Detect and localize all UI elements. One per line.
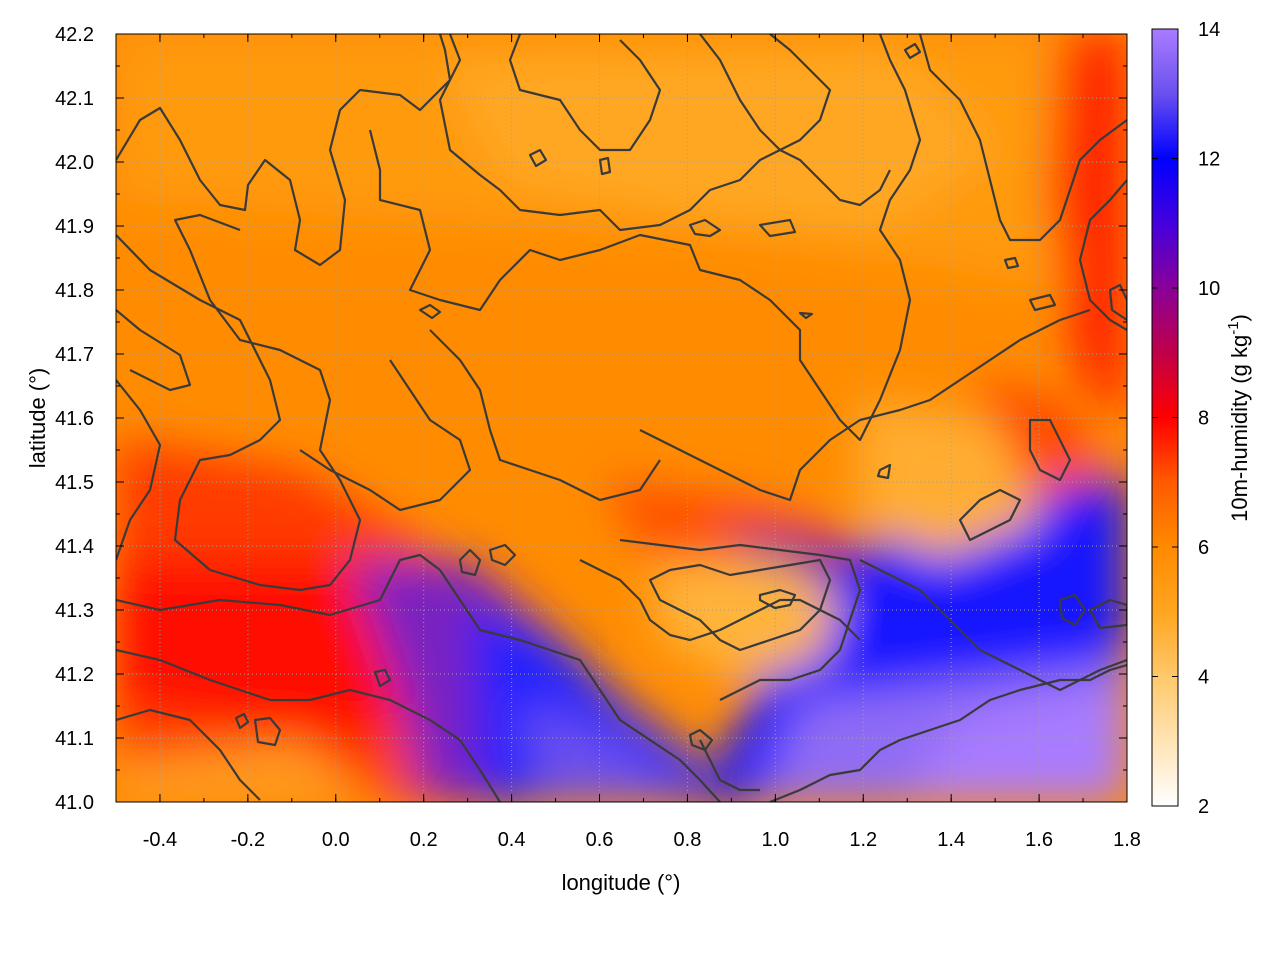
contour-line	[699, 34, 891, 207]
contour-line	[958, 488, 1022, 542]
contour-line	[598, 156, 612, 176]
contour-line	[116, 213, 362, 592]
colorbar-tick-label: 8	[1198, 408, 1209, 430]
contour-line	[876, 463, 892, 480]
y-tick-label: 41.5	[55, 472, 94, 494]
contour-line	[798, 311, 814, 320]
contour-line	[528, 148, 548, 168]
contour-line	[758, 588, 797, 610]
contour-line	[373, 668, 392, 688]
contour-line	[1078, 179, 1127, 331]
x-axis: -0.4 -0.2 0.0 0.2 0.4 0.6 0.8 1.0 1.2 1.4 1.6 1.8	[115, 34, 1141, 851]
contour-line	[918, 34, 1127, 242]
contour-line	[648, 558, 832, 652]
colorbar-tick-label: 6	[1198, 537, 1209, 559]
contour-line	[579, 559, 861, 642]
contour-line	[488, 543, 517, 567]
colorbar-tick-label: 4	[1198, 667, 1209, 689]
contour-line	[508, 34, 662, 152]
contour-line	[903, 42, 922, 60]
x-tick-label: 1.0	[761, 829, 789, 851]
x-tick-label: 0.4	[498, 829, 526, 851]
y-axis-label: latitude (°)	[25, 368, 50, 469]
contour-line	[116, 34, 452, 267]
colorbar-tick-label: 10	[1198, 278, 1220, 300]
y-tick-label: 41.1	[55, 728, 94, 750]
x-tick-label: 1.4	[937, 829, 965, 851]
contour-line	[1058, 593, 1087, 627]
humidity-field	[116, 34, 1127, 802]
contour-line	[458, 548, 482, 577]
contour-line	[699, 739, 760, 792]
contour-line	[1108, 283, 1127, 322]
y-tick-label: 41.9	[55, 216, 94, 238]
x-axis-label: longitude (°)	[562, 870, 681, 895]
contour-line	[253, 716, 282, 747]
contour-line	[116, 708, 261, 801]
x-tick-label: -0.2	[231, 829, 265, 851]
colorbar-tick-label: 12	[1198, 149, 1220, 171]
y-tick-label: 41.7	[55, 344, 94, 366]
x-tick-label: 1.8	[1113, 829, 1141, 851]
contour-line	[639, 308, 1091, 502]
contour-line	[368, 34, 922, 442]
field-regions	[116, 34, 1127, 802]
y-tick-label: 41.6	[55, 408, 94, 430]
contour-line	[438, 34, 832, 232]
contour-line	[769, 663, 1127, 802]
contour-line	[619, 538, 862, 701]
colorbar-ticks: 2 4 6 8 10 12 14	[1152, 19, 1220, 818]
colorbar-tick-label: 2	[1198, 796, 1209, 818]
y-tick-label: 41.0	[55, 792, 94, 814]
y-tick-label: 42.2	[55, 24, 94, 46]
x-tick-label: 0.0	[322, 829, 350, 851]
contour-line	[758, 218, 797, 238]
topography-contours	[116, 34, 1127, 802]
x-tick-label: 1.6	[1025, 829, 1053, 851]
contour-line	[418, 303, 442, 320]
contour-line	[1028, 293, 1057, 312]
x-tick-label: 0.6	[586, 829, 614, 851]
x-tick-label: 1.2	[849, 829, 877, 851]
contour-line	[116, 648, 501, 802]
y-tick-label: 41.8	[55, 280, 94, 302]
contour-line	[116, 309, 192, 392]
contour-line	[1003, 256, 1020, 270]
colorbar-label: 10m-humidity (g kg-1)	[1225, 314, 1252, 522]
contour-line	[1088, 598, 1127, 630]
contour-line	[688, 218, 722, 238]
contour-line	[859, 559, 1127, 692]
y-tick-label: 42.0	[55, 152, 94, 174]
contour-line	[1028, 418, 1072, 482]
contour-line	[299, 359, 472, 512]
contour-line	[116, 379, 162, 561]
y-tick-label: 41.3	[55, 600, 94, 622]
y-tick-label: 41.4	[55, 536, 94, 558]
contour-line	[688, 728, 714, 752]
y-tick-label: 42.1	[55, 88, 94, 110]
y-tick-label: 41.2	[55, 664, 94, 686]
x-tick-label: 0.2	[410, 829, 438, 851]
contour-line	[234, 712, 250, 730]
x-tick-label: 0.8	[674, 829, 702, 851]
contour-line	[429, 329, 661, 502]
x-tick-label: -0.4	[143, 829, 177, 851]
y-axis: 41.0 41.1 41.2 41.3 41.4 41.5 41.6 41.7 41.8 41.9…	[55, 24, 1127, 814]
contour-line	[116, 553, 721, 802]
colorbar-tick-label: 14	[1198, 19, 1220, 41]
